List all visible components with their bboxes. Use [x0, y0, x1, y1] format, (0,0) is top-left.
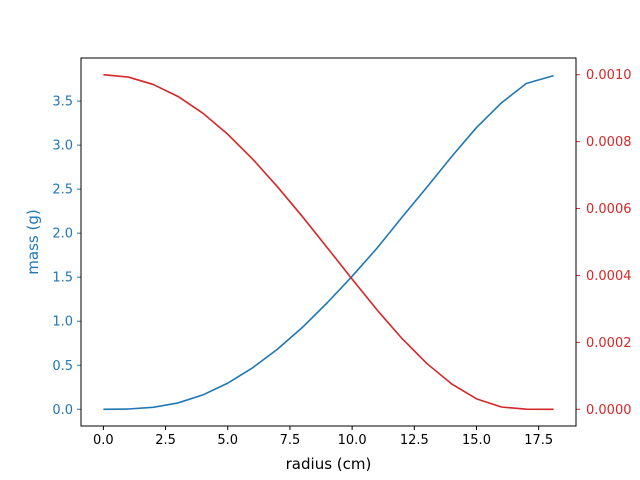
x-tick-label: 5.0	[217, 433, 238, 448]
x-axis-label: radius (cm)	[286, 455, 372, 473]
right-y-tick-label: 0.0008	[586, 135, 632, 150]
x-tick-label: 2.5	[155, 433, 176, 448]
x-tick-label: 0.0	[93, 433, 114, 448]
left-y-tick-label: 2.5	[52, 183, 73, 198]
right-y-tick-label: 0.0000	[586, 403, 632, 418]
left-y-tick-label: 1.5	[52, 271, 73, 286]
x-axis-ticks: 0.0 2.5 5.0 7.5 10.0 12.5 15.0 17.5	[93, 426, 553, 448]
x-tick-label: 15.0	[462, 433, 491, 448]
left-y-tick-label: 0.0	[52, 403, 73, 418]
mass-series-line	[103, 74, 554, 411]
left-y-axis-ticks: 0.0 0.5 1.0 1.5 2.0 2.5 3.0 3.5	[52, 95, 81, 418]
right-y-tick-label: 0.0002	[586, 336, 632, 351]
left-y-tick-label: 3.5	[52, 95, 73, 110]
left-y-axis-label: mass (g)	[24, 209, 42, 274]
left-y-tick-label: 2.0	[52, 227, 73, 242]
left-y-tick-label: 1.0	[52, 315, 73, 330]
right-y-tick-label: 0.0004	[586, 269, 632, 284]
right-axis-series-line	[103, 73, 554, 411]
series-layer	[103, 73, 554, 411]
x-tick-label: 7.5	[280, 433, 301, 448]
left-y-tick-label: 3.0	[52, 139, 73, 154]
x-tick-label: 17.5	[524, 433, 553, 448]
right-y-axis-ticks: 0.0000 0.0002 0.0004 0.0006 0.0008 0.0010	[576, 68, 632, 418]
plot-frame	[80, 57, 577, 427]
x-tick-label: 10.0	[338, 433, 367, 448]
right-y-tick-label: 0.0006	[586, 202, 632, 217]
right-y-tick-label: 0.0010	[586, 68, 632, 83]
x-tick-label: 12.5	[400, 433, 429, 448]
left-y-tick-label: 0.5	[52, 359, 73, 374]
